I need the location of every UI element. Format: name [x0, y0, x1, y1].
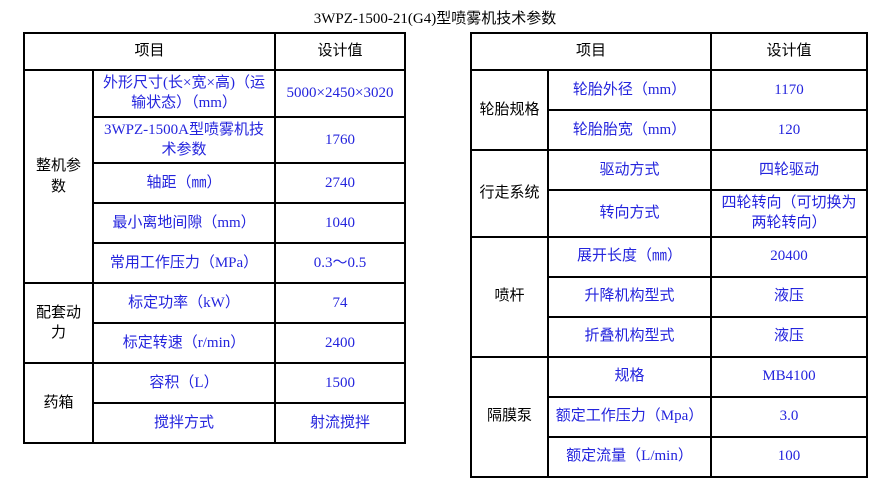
item-value: 100 — [710, 435, 869, 478]
item-label: 轴距（㎜） — [91, 162, 277, 204]
item-value: 四轮驱动 — [710, 149, 869, 191]
table-row: 最小离地间隙（mm） 1040 — [24, 202, 407, 244]
group-label: 行走系统 — [470, 149, 549, 238]
item-label: 搅拌方式 — [91, 402, 277, 444]
column-header-value: 设计值 — [274, 32, 407, 71]
table-row: 额定流量（L/min） 100 — [471, 435, 869, 478]
item-value: 3.0 — [710, 395, 869, 438]
item-value: 液压 — [710, 315, 869, 358]
group-label: 隔膜泵 — [470, 355, 549, 478]
item-value: MB4100 — [710, 355, 869, 398]
table-row: 常用工作压力（MPa） 0.3～0.5 — [24, 242, 407, 284]
spec-table-right: 项目 设计值 轮胎规格 轮胎外径（mm） 1170 轮胎胎宽（mm） 120 行走系统 驱动… — [469, 32, 869, 478]
item-label: 额定工作压力（Mpa） — [546, 395, 713, 438]
table-row: 隔膜泵 规格 MB4100 — [470, 355, 869, 478]
item-value: 120 — [710, 109, 869, 151]
item-value: 射流搅拌 — [274, 402, 407, 444]
item-label: 驱动方式 — [546, 149, 713, 191]
table-row: 行走系统 驱动方式 四轮驱动 — [470, 149, 869, 238]
table-row: 折叠机构型式 液压 — [471, 315, 869, 358]
item-label: 外形尺寸(长×宽×高)（运输状态）（mm） — [91, 69, 277, 118]
item-label: 额定流量（L/min） — [546, 435, 713, 478]
table-row: 药箱 容积（L） 1500 — [23, 362, 407, 444]
group-label: 整机参数 — [23, 69, 94, 284]
table-row: 额定工作压力（Mpa） 3.0 — [471, 395, 869, 438]
item-value: 1040 — [274, 202, 407, 244]
item-label: 最小离地间隙（mm） — [91, 202, 277, 244]
table-row: 喷杆 展开长度（㎜） 20400 — [470, 235, 869, 358]
item-value: 5000×2450×3020 — [274, 69, 407, 118]
item-label: 轮胎胎宽（mm） — [546, 109, 713, 151]
item-label: 容积（L） — [91, 362, 277, 404]
table-row: 配套动力 标定功率（kW） 74 — [23, 282, 407, 364]
table-body-left: 整机参数 外形尺寸(长×宽×高)（运输状态）（mm） 5000×2450×3020 3… — [23, 69, 407, 444]
table-row: 搅拌方式 射流搅拌 — [24, 402, 407, 444]
header-row: 项目 设计值 — [469, 32, 869, 71]
group-label: 药箱 — [23, 362, 94, 444]
item-label: 升降机构型式 — [546, 275, 713, 318]
item-value: 四轮转向（可切换为两轮转向） — [710, 189, 869, 238]
group-label: 喷杆 — [470, 235, 549, 358]
item-label: 规格 — [546, 355, 713, 398]
column-header-item: 项目 — [22, 32, 277, 71]
item-label: 转向方式 — [546, 189, 713, 238]
table-body-right: 轮胎规格 轮胎外径（mm） 1170 轮胎胎宽（mm） 120 行走系统 驱动方式 四轮驱动转… — [470, 69, 869, 478]
page-title: 3WPZ-1500-21(G4)型喷雾机技术参数 — [313, 11, 557, 27]
item-label: 轮胎外径（mm） — [546, 69, 713, 111]
column-header-item: 项目 — [469, 32, 713, 71]
item-value: 0.3～0.5 — [274, 242, 407, 284]
item-value: 2740 — [274, 162, 407, 204]
group-label: 轮胎规格 — [470, 69, 549, 151]
item-value: 74 — [274, 282, 407, 324]
table-row: 轮胎规格 轮胎外径（mm） 1170 — [470, 69, 869, 151]
column-header-value: 设计值 — [710, 32, 869, 71]
table-row: 转向方式 四轮转向（可切换为两轮转向） — [471, 189, 869, 238]
item-label: 3WPZ-1500A型喷雾机技术参数 — [91, 115, 277, 164]
item-label: 折叠机构型式 — [546, 315, 713, 358]
table-row: 轮胎胎宽（mm） 120 — [471, 109, 869, 151]
table-row: 整机参数 外形尺寸(长×宽×高)（运输状态）（mm） 5000×2450×3020 — [23, 69, 407, 284]
item-value: 1760 — [274, 115, 407, 164]
spec-table-left: 项目 设计值 整机参数 外形尺寸(长×宽×高)（运输状态）（mm） 5000×245… — [22, 32, 407, 444]
table-row: 升降机构型式 液压 — [471, 275, 869, 318]
item-value: 2400 — [274, 322, 407, 364]
item-label: 常用工作压力（MPa） — [91, 242, 277, 284]
table-row: 3WPZ-1500A型喷雾机技术参数 1760 — [24, 115, 407, 164]
item-label: 标定功率（kW） — [91, 282, 277, 324]
table-row: 标定转速（r/min） 2400 — [24, 322, 407, 364]
group-label: 配套动力 — [23, 282, 94, 364]
item-value: 20400 — [710, 235, 869, 278]
header-row: 项目 设计值 — [22, 32, 407, 71]
item-label: 标定转速（r/min） — [91, 322, 277, 364]
item-value: 液压 — [710, 275, 869, 318]
item-value: 1170 — [710, 69, 869, 111]
item-value: 1500 — [274, 362, 407, 404]
table-row: 轴距（㎜） 2740 — [24, 162, 407, 204]
item-label: 展开长度（㎜） — [546, 235, 713, 278]
